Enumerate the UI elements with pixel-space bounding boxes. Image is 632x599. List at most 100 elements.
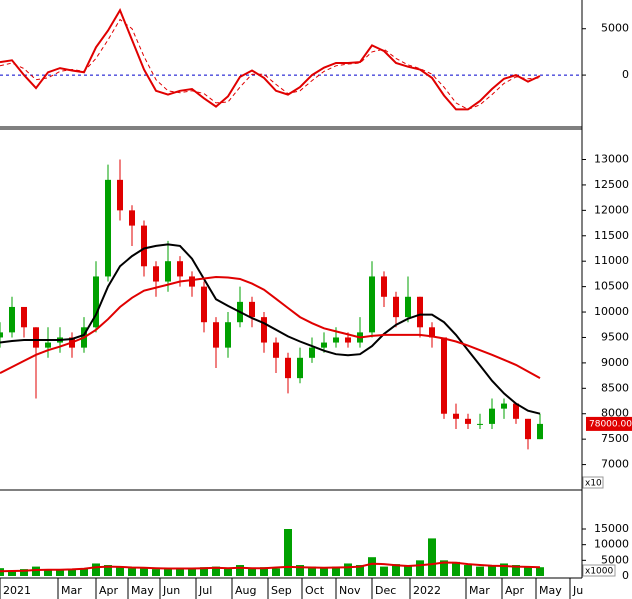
x-tick-label: Mar	[469, 584, 490, 597]
x-tick-label: Nov	[339, 584, 361, 597]
y-tick-label: 11500	[594, 229, 629, 242]
volume-bar	[116, 566, 124, 576]
volume-bar	[92, 563, 100, 576]
volume-bar	[260, 567, 268, 576]
y-tick-label: 5000	[601, 553, 629, 566]
candle-body	[525, 418, 531, 440]
y-tick-label: 12000	[594, 203, 629, 216]
y-tick-label: 10000	[594, 305, 629, 318]
x-tick-label: 2021	[3, 584, 31, 597]
candle-body	[189, 276, 195, 287]
y-tick-label: 7500	[601, 432, 629, 445]
y-tick-label: 10000	[594, 538, 629, 551]
scale-box	[582, 564, 616, 577]
volume-bar	[428, 538, 436, 576]
candle-body	[93, 276, 99, 328]
candle-body	[441, 337, 447, 414]
scale-label: x1000	[585, 567, 614, 577]
volume-bar	[464, 565, 472, 576]
volume-bar	[512, 565, 520, 576]
candle-body	[369, 276, 375, 333]
x-tick-label: Apr	[99, 584, 119, 597]
volume-bar	[68, 569, 76, 576]
y-tick-label: 13000	[594, 153, 629, 166]
volume-bar	[44, 569, 52, 576]
volume-bar	[164, 568, 172, 576]
x-tick-label: Aug	[235, 584, 256, 597]
candle-body	[213, 322, 219, 348]
candle-body	[321, 342, 327, 348]
candle-body	[333, 337, 339, 343]
candle-body	[489, 408, 495, 424]
scale-label: x10	[585, 479, 602, 489]
candle-body	[273, 342, 279, 358]
x-tick-label: Apr	[505, 584, 525, 597]
volume-bar	[128, 568, 136, 576]
scale-box	[582, 476, 604, 489]
volume-bar	[356, 565, 364, 576]
y-tick-label: 8500	[601, 381, 629, 394]
x-tick-label: Jun	[162, 584, 180, 597]
y-tick-label: 0	[622, 68, 629, 81]
volume-bar	[20, 569, 28, 576]
candle-body	[393, 296, 399, 318]
candle-body	[141, 225, 147, 267]
x-tick-label: Sep	[271, 584, 292, 597]
volume-bar	[176, 567, 184, 576]
candle-body	[345, 337, 351, 343]
volume-bar	[56, 569, 64, 576]
volume-bar	[248, 568, 256, 576]
x-tick-label: Mar	[61, 584, 82, 597]
candle-body	[309, 347, 315, 358]
candle-body	[201, 286, 207, 323]
volume-bar	[440, 560, 448, 576]
volume-bar	[380, 566, 388, 576]
volume-bar	[236, 565, 244, 576]
candle-body	[165, 261, 171, 282]
x-tick-label: Jul	[198, 584, 212, 597]
y-tick-label: 7000	[601, 458, 629, 471]
candle-body	[117, 179, 123, 211]
y-tick-label: 12500	[594, 178, 629, 191]
volume-bar	[320, 568, 328, 576]
volume-bar	[416, 560, 424, 576]
y-tick-label: 15000	[594, 522, 629, 535]
candle-body	[9, 306, 15, 333]
y-tick-label: 5000	[601, 22, 629, 35]
volume-bar	[152, 569, 160, 576]
volume-bar	[140, 567, 148, 576]
candle-body	[45, 342, 51, 348]
price-tag-label: 78000.00	[589, 419, 632, 429]
candle-body	[33, 327, 39, 348]
candle-body	[153, 266, 159, 282]
volume-bar	[404, 565, 412, 576]
candle-body	[465, 418, 471, 424]
volume-bar	[272, 568, 280, 576]
candle-body	[285, 357, 291, 379]
candle-body	[429, 327, 435, 338]
candle-body	[405, 296, 411, 318]
candle-body	[501, 403, 507, 409]
series-line	[0, 18, 541, 110]
volume-bar	[104, 565, 112, 576]
volume-bar	[332, 566, 340, 576]
x-tick-label: 2022	[413, 584, 441, 597]
x-tick-label: Oct	[305, 584, 325, 597]
volume-bar	[452, 561, 460, 576]
y-tick-label: 11000	[594, 254, 629, 267]
volume-bar	[188, 568, 196, 576]
volume-bar	[200, 567, 208, 576]
price-tag	[586, 416, 632, 431]
x-tick-label: May	[131, 584, 154, 597]
candle-body	[225, 322, 231, 348]
volume-bar	[296, 565, 304, 576]
candle-body	[177, 261, 183, 277]
volume-bar	[500, 563, 508, 576]
volume-bar	[308, 566, 316, 576]
candle-body	[477, 423, 483, 425]
y-tick-label: 0	[622, 569, 629, 582]
volume-bar	[284, 529, 292, 576]
volume-bar	[80, 568, 88, 576]
candle-body	[537, 423, 543, 440]
